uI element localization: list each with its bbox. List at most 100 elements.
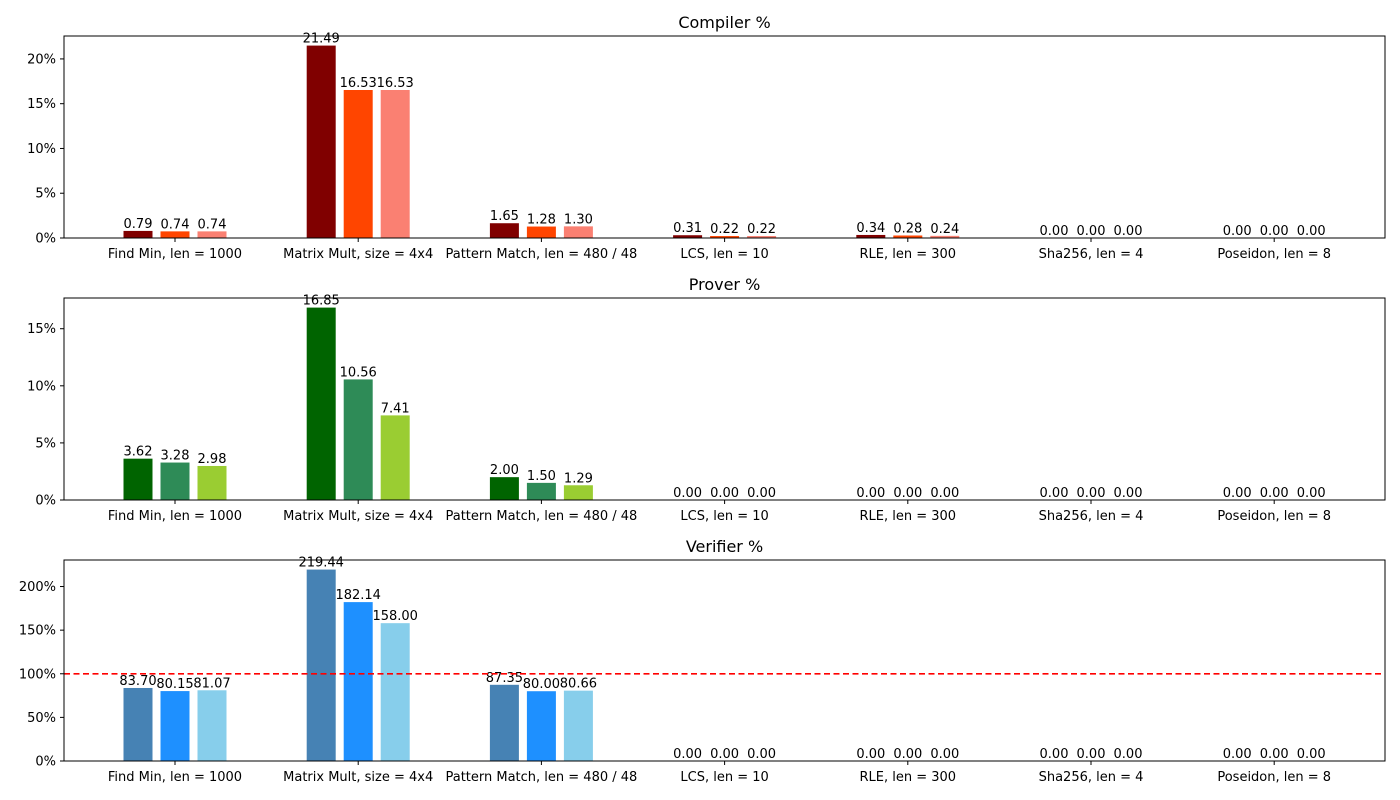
bar-series2-cat0: [197, 231, 227, 238]
chart-title: Prover %: [689, 275, 761, 294]
x-tick-label: Find Min, len = 1000: [108, 247, 242, 262]
bar-series0-cat4: [856, 234, 886, 238]
bar-series0-cat2: [489, 684, 519, 761]
x-tick-label: RLE, len = 300: [860, 247, 957, 262]
bar-series2-cat1: [380, 623, 410, 761]
bar-series1-cat2: [526, 482, 556, 500]
x-tick-label: Pattern Match, len = 480 / 48: [445, 770, 637, 785]
x-tick-label: LCS, len = 10: [680, 770, 768, 785]
x-tick-label: Sha256, len = 4: [1039, 509, 1144, 524]
data-label-series2-cat4: 0.00: [930, 486, 959, 501]
data-label-series1-cat1: 16.53: [340, 76, 377, 91]
bar-series2-cat3: [747, 236, 777, 238]
y-tick-label: 200%: [19, 580, 56, 595]
bar-series2-cat1: [380, 89, 410, 238]
x-tick-label: Sha256, len = 4: [1039, 770, 1144, 785]
bar-series1-cat2: [526, 691, 556, 761]
bar-series1-cat1: [343, 379, 373, 500]
y-tick-label: 0%: [35, 755, 56, 770]
data-label-series1-cat0: 80.15: [156, 677, 193, 692]
data-label-series1-cat0: 0.74: [161, 217, 190, 232]
data-label-series1-cat5: 0.00: [1077, 486, 1106, 501]
data-label-series2-cat6: 0.00: [1297, 486, 1326, 501]
data-label-series1-cat2: 1.28: [527, 213, 556, 228]
bar-series0-cat1: [306, 45, 336, 238]
bar-series1-cat0: [160, 231, 190, 238]
bar-series0-cat0: [123, 687, 153, 761]
data-label-series0-cat1: 219.44: [298, 556, 344, 571]
axes-frame: [63, 559, 1386, 762]
y-tick-label: 15%: [27, 322, 56, 337]
bar-series2-cat1: [380, 415, 410, 500]
data-label-series0-cat0: 83.70: [119, 674, 156, 689]
data-label-series1-cat2: 80.00: [523, 677, 560, 692]
data-label-series1-cat6: 0.00: [1260, 486, 1289, 501]
data-label-series2-cat3: 0.00: [747, 486, 776, 501]
data-label-series2-cat1: 158.00: [372, 609, 418, 624]
x-tick-label: Poseidon, len = 8: [1217, 509, 1331, 524]
chart-title: Verifier %: [686, 537, 763, 556]
data-label-series0-cat5: 0.00: [1040, 747, 1069, 762]
bar-series0-cat3: [673, 235, 703, 238]
data-label-series0-cat4: 0.34: [856, 221, 885, 236]
data-label-series1-cat3: 0.22: [710, 222, 739, 237]
data-label-series1-cat5: 0.00: [1077, 224, 1106, 239]
data-label-series0-cat4: 0.00: [856, 747, 885, 762]
bar-series1-cat2: [526, 226, 556, 238]
bar-series2-cat0: [197, 690, 227, 761]
data-label-series0-cat6: 0.00: [1223, 486, 1252, 501]
bar-series0-cat0: [123, 230, 153, 238]
data-label-series0-cat2: 1.65: [490, 209, 519, 224]
data-label-series0-cat2: 2.00: [490, 463, 519, 478]
x-tick-label: Sha256, len = 4: [1039, 247, 1144, 262]
y-tick-label: 0%: [35, 232, 56, 247]
y-tick-label: 0%: [35, 494, 56, 509]
data-label-series2-cat3: 0.00: [747, 747, 776, 762]
data-label-series2-cat5: 0.00: [1114, 486, 1143, 501]
data-label-series1-cat3: 0.00: [710, 747, 739, 762]
data-label-series0-cat1: 21.49: [303, 32, 340, 47]
bar-series1-cat1: [343, 89, 373, 238]
data-label-series0-cat1: 16.85: [303, 294, 340, 309]
axes-frame: [63, 35, 1386, 239]
chart-title: Compiler %: [678, 13, 770, 32]
y-tick-label: 5%: [35, 187, 56, 202]
data-label-series2-cat1: 7.41: [381, 401, 410, 416]
data-label-series2-cat6: 0.00: [1297, 224, 1326, 239]
x-tick-label: Find Min, len = 1000: [108, 509, 242, 524]
data-label-series1-cat1: 182.14: [335, 588, 381, 603]
bar-series0-cat1: [306, 307, 336, 500]
y-tick-label: 10%: [27, 379, 56, 394]
bar-series1-cat4: [893, 235, 923, 238]
y-tick-label: 50%: [27, 711, 56, 726]
data-label-series0-cat3: 0.00: [673, 486, 702, 501]
bar-series1-cat1: [343, 602, 373, 761]
bar-series2-cat4: [930, 235, 960, 238]
bar-series0-cat2: [489, 477, 519, 500]
data-label-series1-cat4: 0.00: [893, 747, 922, 762]
data-label-series2-cat3: 0.22: [747, 222, 776, 237]
data-label-series2-cat4: 0.00: [930, 747, 959, 762]
data-label-series1-cat2: 1.50: [527, 469, 556, 484]
data-label-series2-cat2: 1.30: [564, 212, 593, 227]
x-tick-label: Find Min, len = 1000: [108, 770, 242, 785]
bar-series1-cat0: [160, 462, 190, 500]
data-label-series0-cat3: 0.00: [673, 747, 702, 762]
data-label-series0-cat0: 0.79: [124, 217, 153, 232]
x-tick-label: RLE, len = 300: [860, 509, 957, 524]
data-label-series2-cat0: 0.74: [198, 217, 227, 232]
data-label-series2-cat4: 0.24: [930, 222, 959, 237]
data-label-series1-cat5: 0.00: [1077, 747, 1106, 762]
data-label-series1-cat3: 0.00: [710, 486, 739, 501]
x-tick-label: Matrix Mult, size = 4x4: [283, 247, 433, 262]
x-tick-label: RLE, len = 300: [860, 770, 957, 785]
data-label-series2-cat2: 1.29: [564, 471, 593, 486]
x-tick-label: Matrix Mult, size = 4x4: [283, 770, 433, 785]
x-tick-label: Poseidon, len = 8: [1217, 247, 1331, 262]
bar-series0-cat0: [123, 458, 153, 500]
x-tick-label: LCS, len = 10: [680, 247, 768, 262]
chart-panel-1: Prover % 3.62 16.85 2.00 0.00 0.00 0.00 0.00 3.2…: [27, 275, 1386, 524]
data-label-series2-cat1: 16.53: [377, 76, 414, 91]
data-label-series2-cat0: 2.98: [198, 452, 227, 467]
